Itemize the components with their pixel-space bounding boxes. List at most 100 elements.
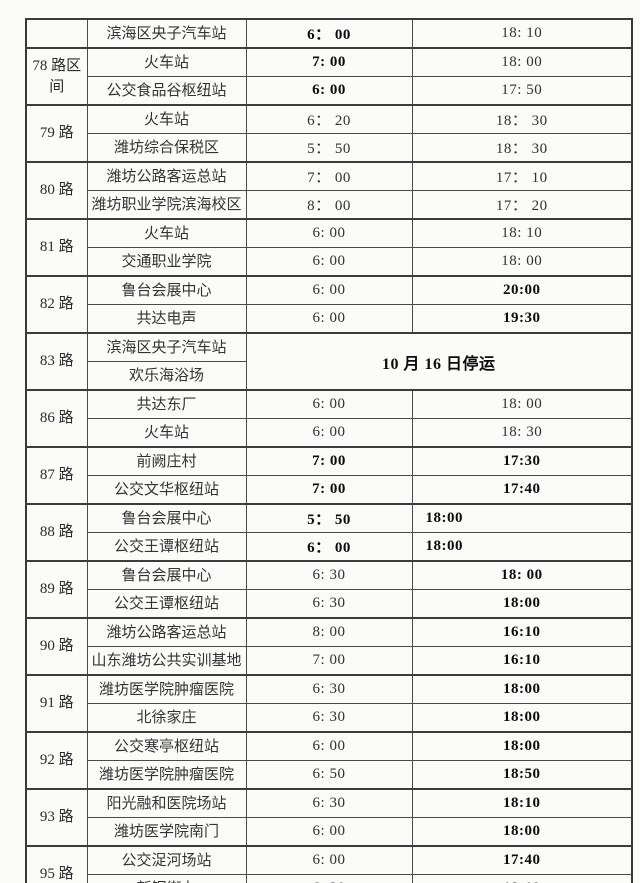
route-number-cell: 82 路 [25,275,88,334]
last-bus-time-cell: 17:40 [411,475,633,505]
first-bus-time-cell: 7: 00 [245,646,413,676]
first-bus-time-cell: 6: 30 [245,589,413,619]
timetable-row: 79 路火车站 6： 20 18： 30 [25,104,633,163]
last-bus-time-cell: 18:00 [411,731,633,761]
first-bus-time-cell: 7: 00 [245,47,413,77]
timetable-row: 78 路区间 火车站 7: 00 18: 00 [25,47,633,106]
station-name-cell: 北徐家庄 [86,703,247,733]
first-bus-time-cell: 6: 00 [245,731,413,761]
timetable-row: 北徐家庄 6: 30 18:00 [26,703,633,733]
last-bus-time-cell: 17： 10 [411,161,633,191]
route-number-cell: 83 路 [25,332,88,391]
station-name-cell: 公交寒亭枢纽站 [86,731,247,761]
first-bus-time-cell: 6: 00 [245,275,413,305]
route-number-cell: 91 路 [25,674,88,733]
first-bus-time-cell: 5： 50 [245,503,413,533]
first-bus-time-cell: 6: 50 [245,760,413,790]
last-bus-time-cell: 17： 20 [411,190,633,220]
timetable-row: 山东潍坊公共实训基地 7: 00 16:10 [26,646,633,676]
route-number-cell [25,18,88,49]
last-bus-time-cell: 18： 30 [411,104,633,134]
last-bus-time-cell: 18: 00 [411,560,633,590]
timetable-body: 滨海区央子汽车站 6： 00 18: 10 78 路区间 火车站 7: 00 18: 00 公… [25,18,633,883]
first-bus-time-cell: 6: 30 [245,674,413,704]
timetable-row: 92 路公交寒亭枢纽站 6: 00 18:00 [25,731,633,790]
station-name-cell: 潍坊公路客运总站 [86,161,247,191]
first-bus-time-cell: 7: 00 [245,475,413,505]
last-bus-time-cell: 18:00 [411,503,633,533]
last-bus-time-cell: 18:00 [411,817,633,847]
last-bus-time-cell: 18: 10 [411,18,633,49]
last-bus-time-cell: 18: 00 [411,47,633,77]
station-name-cell: 鲁台会展中心 [86,275,247,305]
timetable-row: 91 路潍坊医学院肿瘤医院 6: 30 18:00 [25,674,633,733]
station-name-cell: 公交王谭枢纽站 [86,532,247,562]
station-name-cell: 潍坊综合保税区 [86,133,247,163]
timetable-row: 95 路公交浞河场站 6: 00 17:40 [25,845,633,883]
station-name-cell: 公交食品谷枢纽站 [86,76,247,106]
timetable-row: 滨海区央子汽车站 6： 00 18: 10 [25,18,633,49]
station-name-cell: 山东潍坊公共实训基地 [86,646,247,676]
last-bus-time-cell: 18: 00 [411,247,633,277]
route-number-cell: 80 路 [25,161,88,220]
timetable-row: 89 路鲁台会展中心 6: 30 18: 00 [25,560,633,619]
first-bus-time-cell: 5： 50 [245,133,413,163]
timetable-row: 欢乐海浴场 [26,361,632,391]
last-bus-time-cell: 18:00 [411,674,633,704]
station-name-cell: 滨海区央子汽车站 [86,332,247,362]
station-name-cell: 鲁台会展中心 [86,503,247,533]
route-number-cell: 88 路 [25,503,88,562]
timetable-row: 80 路潍坊公路客运总站 7： 00 17： 10 [25,161,633,220]
station-name-cell: 公交文华枢纽站 [86,475,247,505]
station-name-cell: 潍坊职业学院滨海校区 [86,190,247,220]
first-bus-time-cell: 6: 00 [245,76,413,106]
timetable-row: 87 路前阙庄村 7: 00 17:30 [25,446,633,505]
timetable-row: 82 路鲁台会展中心 6: 00 20:00 [25,275,633,334]
last-bus-time-cell: 17:30 [411,446,633,476]
first-bus-time-cell: 6： 20 [245,104,413,134]
last-bus-time-cell: 18:00 [411,532,633,562]
station-name-cell: 火车站 [86,418,247,448]
timetable-row: 潍坊医学院南门 6: 00 18:00 [26,817,633,847]
station-name-cell: 阳光融和医院场站 [86,788,247,818]
bus-timetable: 滨海区央子汽车站 6： 00 18: 10 78 路区间 火车站 7: 00 18: 00 公… [25,18,633,883]
route-number-cell: 90 路 [25,617,88,676]
last-bus-time-cell: 17:40 [411,845,633,875]
station-name-cell: 欢乐海浴场 [86,361,247,391]
last-bus-time-cell: 18: 00 [411,389,633,419]
route-number-cell: 81 路 [25,218,88,277]
first-bus-time-cell: 6: 00 [245,304,413,334]
last-bus-time-cell: 17: 50 [411,76,633,106]
first-bus-time-cell: 6: 30 [245,560,413,590]
last-bus-time-cell: 18:10 [411,788,633,818]
last-bus-time-cell: 16:10 [411,646,633,676]
timetable-row: 潍坊综合保税区 5： 50 18： 30 [26,133,633,163]
last-bus-time-cell: 18:50 [411,760,633,790]
timetable-row: 潍坊职业学院滨海校区 8： 00 17： 20 [26,190,633,220]
timetable-row: 潍坊医学院肿瘤医院 6: 50 18:50 [26,760,633,790]
first-bus-time-cell: 8: 00 [245,617,413,647]
timetable-row: 公交食品谷枢纽站 6: 00 17: 50 [26,76,633,106]
station-name-cell: 共达东厂 [86,389,247,419]
timetable-row: 90 路潍坊公路客运总站 8: 00 16:10 [25,617,633,676]
first-bus-time-cell: 6: 30 [245,874,413,883]
last-bus-time-cell: 20:00 [411,275,633,305]
first-bus-time-cell: 6: 00 [245,389,413,419]
route-number-cell: 86 路 [25,389,88,448]
suspension-notice: 10 月 16 日停运 [245,332,633,391]
first-bus-time-cell: 6: 00 [245,845,413,875]
last-bus-time-cell: 18:00 [411,589,633,619]
first-bus-time-cell: 7: 00 [245,446,413,476]
timetable-row: 83 路滨海区央子汽车站 10 月 16 日停运 [25,332,633,391]
station-name-cell: 滨海区央子汽车站 [86,18,247,49]
station-name-cell: 前阙庄村 [86,446,247,476]
last-bus-time-cell: 16:10 [411,617,633,647]
station-name-cell: 潍坊公路客运总站 [86,617,247,647]
station-name-cell: 火车站 [86,104,247,134]
station-name-cell: 交通职业学院 [86,247,247,277]
timetable-row: 88 路鲁台会展中心 5： 50 18:00 [25,503,633,562]
timetable-row: 交通职业学院 6: 00 18: 00 [26,247,633,277]
timetable-row: 共达电声 6: 00 19:30 [26,304,633,334]
